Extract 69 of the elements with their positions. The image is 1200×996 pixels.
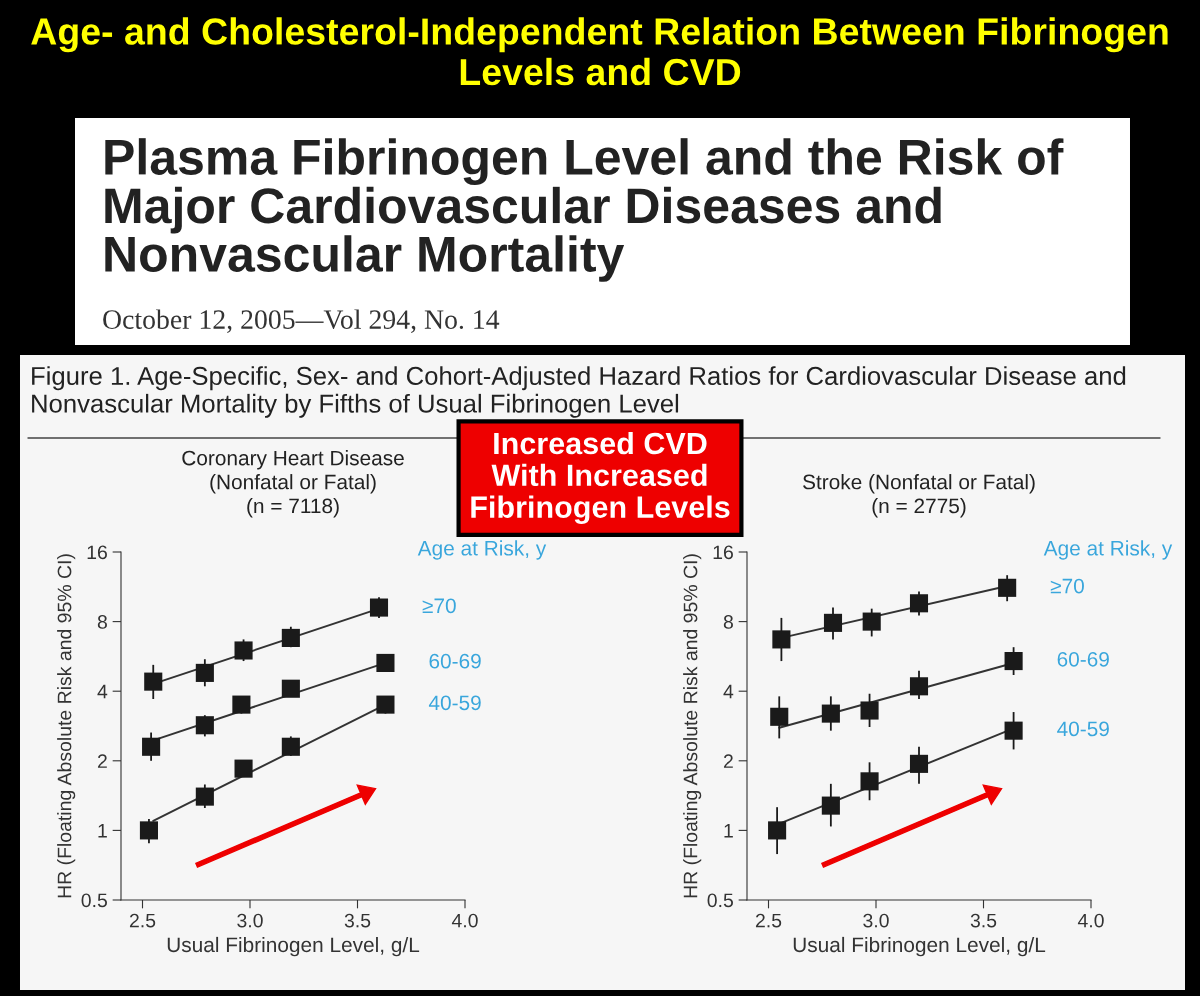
y-tick-label: 0.5 — [81, 893, 107, 908]
point — [998, 578, 1017, 597]
chart-title: Coronary Heart Disease (Nonfatal or Fatal) (n = 7118) — [182, 450, 404, 518]
point — [821, 796, 840, 815]
y-tick-label: 0.5 — [707, 893, 733, 908]
series-label: 40-59 — [1057, 721, 1109, 737]
y-axis-title: HR (Floating Absolute Risk and 95% CI) — [57, 554, 76, 898]
point — [142, 737, 161, 756]
y-tick-label: 1 — [724, 824, 733, 838]
point — [195, 663, 214, 682]
point — [234, 759, 253, 778]
x-tick-label: 3.5 — [970, 913, 997, 928]
text: Age- and Cholesterol-Independent Relation Between Fibrinogen Levels and CVD — [31, 17, 1168, 86]
x-tick-label: 3.0 — [863, 913, 889, 928]
text: October 12, 2005—Vol 294, No. 14 — [103, 309, 500, 333]
point — [195, 787, 214, 806]
text: Plasma Fibrinogen Level and the Risk of Major Cardiovascular Diseases and Nonvascular Mortality — [105, 138, 1064, 282]
y-tick-label: 8 — [723, 615, 733, 629]
point — [281, 679, 300, 698]
y-tick-label: 4 — [723, 684, 734, 699]
x-tick-label: 3.0 — [237, 913, 263, 928]
y-tick-label: 2 — [723, 754, 733, 768]
point — [376, 653, 395, 672]
chart-title: Stroke (Nonfatal or Fatal) (n = 2775) — [803, 474, 1035, 518]
point — [862, 612, 881, 631]
y-tick-label: 4 — [97, 684, 108, 699]
x-tick-label: 2.5 — [129, 913, 156, 928]
y-tick-label: 2 — [97, 754, 107, 768]
point — [821, 704, 840, 723]
point — [369, 598, 389, 617]
series-label: 60-69 — [429, 653, 481, 669]
legend-title: Age at Risk, y — [417, 540, 547, 560]
point — [909, 754, 929, 773]
y-tick-label: 1 — [98, 824, 107, 838]
point — [823, 613, 843, 632]
legend-title: Age at Risk, y — [1043, 540, 1173, 560]
point — [281, 628, 300, 647]
point — [139, 821, 158, 840]
point — [768, 821, 787, 840]
y-axis-title: HR (Floating Absolute Risk and 95% CI) — [683, 554, 702, 898]
series-label: ≥70 — [1050, 578, 1084, 594]
y-tick-label: 16 — [87, 545, 107, 560]
x-tick-label: 4.0 — [1077, 913, 1104, 928]
text: Increased CVD With Increased Fibrinogen Levels — [471, 431, 730, 525]
point — [281, 737, 300, 756]
x-tick-label: 4.0 — [451, 913, 478, 928]
point — [860, 772, 879, 791]
point — [376, 695, 395, 714]
series-label: ≥70 — [422, 598, 456, 614]
point — [234, 641, 253, 660]
point — [1004, 721, 1023, 740]
point — [909, 677, 929, 696]
caption: Figure 1. Age-Specific, Sex- and Cohort-Adjusted Hazard Ratios for Cardiovascular Disease and Nonvascular Mortality by Fifths of Usual Fibrinogen Level — [32, 366, 1126, 418]
series-label: 60-69 — [1057, 651, 1109, 667]
point — [1004, 652, 1023, 671]
series-label: 40-59 — [428, 695, 481, 711]
point — [860, 701, 879, 720]
x-tick-label: 2.5 — [755, 913, 782, 928]
point — [195, 716, 214, 735]
x-tick-label: 3.5 — [344, 913, 371, 928]
y-tick-label: 16 — [713, 545, 733, 560]
point — [144, 672, 163, 691]
y-tick-label: 8 — [97, 615, 107, 629]
x-axis-title: Usual Fibrinogen Level, g/L — [167, 936, 420, 957]
point — [770, 707, 789, 726]
point — [772, 630, 791, 649]
point — [232, 695, 251, 714]
point — [909, 594, 929, 613]
x-axis-title: Usual Fibrinogen Level, g/L — [793, 936, 1046, 957]
